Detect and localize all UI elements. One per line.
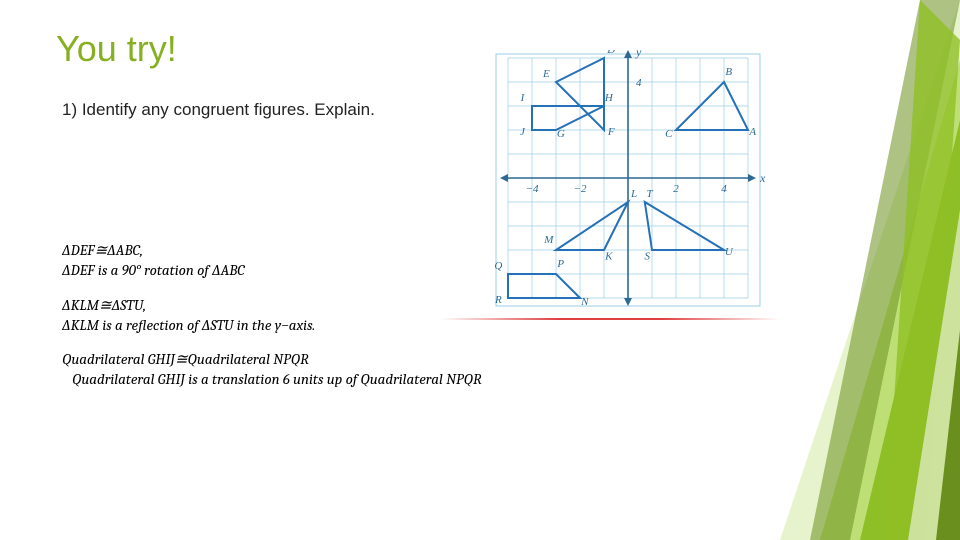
answer3-line2: Quadrilateral GHIJ is a translation 6 un… xyxy=(62,369,782,389)
answer3-line1: Quadrilateral GHIJ≅Quadrilateral NPQR xyxy=(62,349,782,369)
svg-text:M: M xyxy=(543,234,554,246)
svg-text:Q: Q xyxy=(494,260,502,272)
svg-text:y: y xyxy=(635,50,642,59)
svg-text:−2: −2 xyxy=(574,183,587,195)
svg-text:T: T xyxy=(647,188,654,200)
svg-text:U: U xyxy=(725,246,734,258)
svg-text:2: 2 xyxy=(673,183,679,195)
svg-text:B: B xyxy=(725,66,732,78)
red-divider xyxy=(440,318,780,320)
svg-text:R: R xyxy=(494,294,502,306)
page-title: You try! xyxy=(56,28,177,70)
svg-text:F: F xyxy=(607,126,615,138)
svg-text:A: A xyxy=(748,126,756,138)
svg-text:C: C xyxy=(665,128,673,140)
question-text: 1) Identify any congruent figures. Expla… xyxy=(62,100,375,120)
svg-text:G: G xyxy=(557,128,565,140)
svg-text:P: P xyxy=(556,258,564,270)
svg-text:N: N xyxy=(580,296,589,308)
svg-text:4: 4 xyxy=(636,77,642,89)
svg-text:−4: −4 xyxy=(526,183,539,195)
slide: { "title": "You try!", "question": "1) I… xyxy=(0,0,960,540)
coordinate-plane: −4−2244xyDEFABCKLMSTUGHIJNPQR xyxy=(488,50,768,310)
svg-text:H: H xyxy=(604,92,614,104)
svg-text:4: 4 xyxy=(721,183,727,195)
svg-text:x: x xyxy=(759,171,766,185)
svg-text:K: K xyxy=(604,251,613,263)
svg-text:E: E xyxy=(542,68,550,80)
svg-text:S: S xyxy=(644,251,650,263)
svg-text:L: L xyxy=(630,188,637,200)
svg-text:D: D xyxy=(606,50,615,56)
